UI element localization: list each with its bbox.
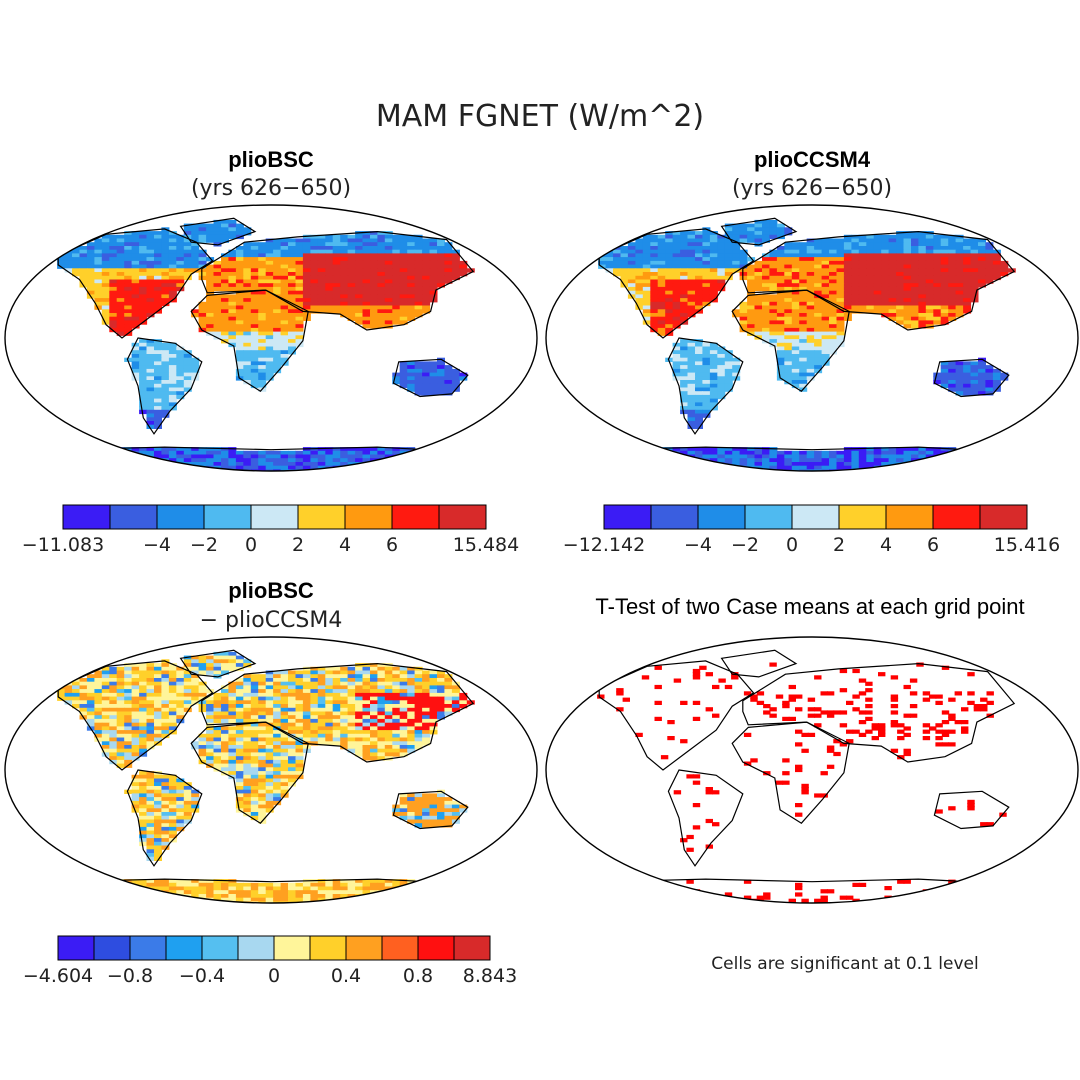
- colorbar-box: [697, 504, 746, 530]
- colorbar-box: [979, 504, 1028, 530]
- panel-plio-bsc: plioBSC (yrs 626−650) −11.083 −4 −2 0 2 4 6 15.…: [4, 147, 538, 556]
- colorbar-box: [57, 935, 95, 961]
- colorbar-tick-label: 0: [268, 965, 280, 987]
- colorbar-tick-label: −0.8: [107, 965, 153, 987]
- colorbar-tick-label: 0: [786, 534, 798, 556]
- colorbar-tick-label: 6: [927, 534, 939, 556]
- colorbar-tick-label: 0: [245, 534, 257, 556]
- field-cells: [34, 651, 512, 903]
- map-border: [4, 636, 538, 904]
- map-border: [4, 204, 538, 472]
- colorbar-difference: −4.604 −0.8 −0.4 0 0.4 0.8 8.843: [23, 935, 517, 987]
- colorbar-box: [93, 935, 131, 961]
- colorbar-tick-label: 4: [880, 534, 892, 556]
- colorbar-tick-label: 15.484: [453, 534, 519, 556]
- colorbar-box: [391, 504, 440, 530]
- field-cells: [34, 219, 512, 471]
- colorbar-tick-label: 15.416: [994, 534, 1060, 556]
- panel-title: T-Test of two Case means at each grid po…: [595, 594, 1024, 619]
- colorbar-box: [156, 504, 205, 530]
- colorbar-box: [309, 935, 347, 961]
- panel-title: plioCCSM4: [754, 147, 871, 172]
- colorbar-box: [237, 935, 275, 961]
- map-plio-ccsm4: [545, 204, 1079, 472]
- colorbar-box: [885, 504, 934, 530]
- colorbar-tick-label: −0.4: [179, 965, 225, 987]
- colorbar-tick-label: −11.083: [22, 534, 104, 556]
- map-border: [545, 636, 1079, 904]
- colorbar-box: [273, 935, 311, 961]
- colorbar-tick-label: −2: [731, 534, 759, 556]
- colorbar-tick-label: 0.8: [403, 965, 433, 987]
- colorbar-box: [932, 504, 981, 530]
- colorbar-box: [838, 504, 887, 530]
- colorbar-box: [438, 504, 487, 530]
- colorbar-tick-label: 2: [292, 534, 304, 556]
- colorbar-tick-label: −2: [190, 534, 218, 556]
- colorbar-box: [62, 504, 111, 530]
- colorbar-box: [453, 935, 491, 961]
- map-plio-bsc: [4, 204, 538, 472]
- colorbar-tick-label: 0.4: [331, 965, 361, 987]
- panel-subtitle: (yrs 626−650): [191, 176, 351, 201]
- map-border: [545, 204, 1079, 472]
- colorbar-box: [650, 504, 699, 530]
- colorbar-tick-label: 6: [386, 534, 398, 556]
- colorbar-box: [381, 935, 419, 961]
- colorbar-tick-label: −4.604: [23, 965, 93, 987]
- colorbar-box: [345, 935, 383, 961]
- colorbar-box: [344, 504, 393, 530]
- panel-title: plioBSC: [228, 147, 314, 172]
- colorbar-box: [201, 935, 239, 961]
- colorbar-tick-label: −4: [143, 534, 171, 556]
- panel-subtitle: − plioCCSM4: [200, 608, 343, 633]
- colorbar-box: [109, 504, 158, 530]
- map-difference: [4, 636, 538, 904]
- colorbar-tick-label: 4: [339, 534, 351, 556]
- colorbar-box: [165, 935, 203, 961]
- colorbar-box: [603, 504, 652, 530]
- panel-subtitle: (yrs 626−650): [732, 176, 892, 201]
- map-significance: [545, 636, 1079, 904]
- ocean-background: [546, 637, 1078, 903]
- colorbar-box: [250, 504, 299, 530]
- colorbar-plio-bsc: −11.083 −4 −2 0 2 4 6 15.484: [22, 504, 519, 556]
- panel-title: plioBSC: [228, 578, 314, 603]
- colorbar-tick-label: 2: [833, 534, 845, 556]
- figure-title: MAM FGNET (W/m^2): [376, 99, 704, 134]
- significance-note: Cells are significant at 0.1 level: [711, 954, 978, 974]
- panel-difference: plioBSC − plioCCSM4 −4.604 −0.8 −0.4 0 0.4 0.…: [4, 578, 538, 987]
- panel-plio-ccsm4: plioCCSM4 (yrs 626−650) −12.142 −4 −2 0 2 4 6 1…: [545, 147, 1079, 556]
- colorbar-tick-label: −12.142: [563, 534, 645, 556]
- colorbar-box: [297, 504, 346, 530]
- panel-ttest: T-Test of two Case means at each grid po…: [545, 594, 1079, 974]
- coastlines: [29, 649, 511, 903]
- colorbar-tick-label: 8.843: [463, 965, 517, 987]
- colorbar-box: [791, 504, 840, 530]
- colorbar-tick-label: −4: [684, 534, 712, 556]
- colorbar-box: [129, 935, 167, 961]
- colorbar-box: [744, 504, 793, 530]
- colorbar-plio-ccsm4: −12.142 −4 −2 0 2 4 6 15.416: [563, 504, 1060, 556]
- colorbar-box: [417, 935, 455, 961]
- colorbar-box: [203, 504, 252, 530]
